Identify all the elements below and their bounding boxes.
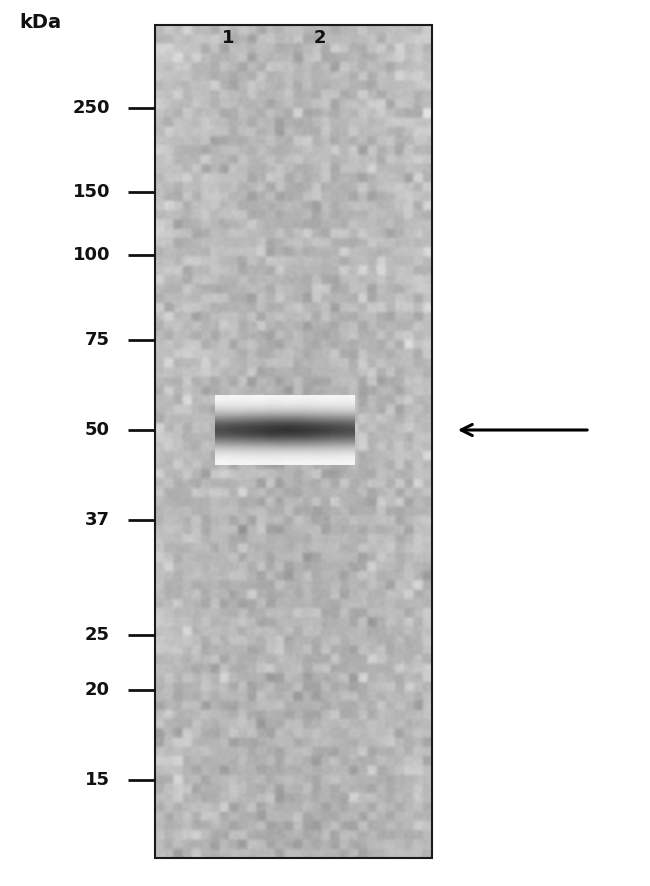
Text: 25: 25 (85, 626, 110, 644)
Text: 37: 37 (85, 511, 110, 529)
Text: 250: 250 (73, 99, 110, 117)
Text: 50: 50 (85, 421, 110, 439)
Text: 1: 1 (222, 29, 234, 47)
Text: 15: 15 (85, 771, 110, 789)
Text: 75: 75 (85, 331, 110, 349)
Text: 100: 100 (73, 246, 110, 264)
Text: 2: 2 (314, 29, 326, 47)
Text: 20: 20 (85, 681, 110, 699)
Text: kDa: kDa (19, 12, 61, 32)
Bar (155, 25, 432, 858)
Text: 150: 150 (73, 183, 110, 201)
